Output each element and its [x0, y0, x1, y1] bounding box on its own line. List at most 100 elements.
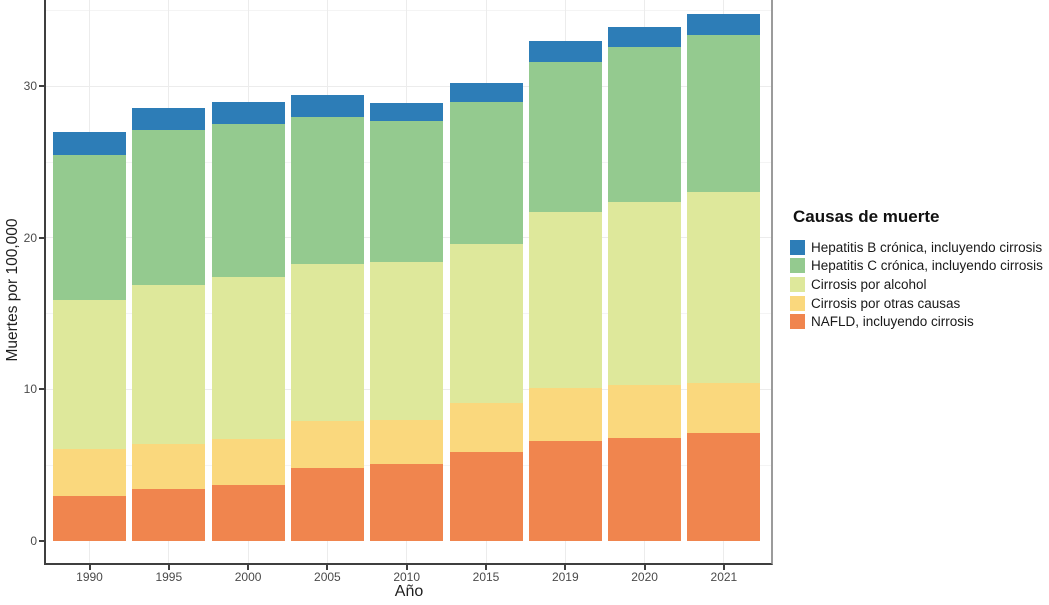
x-tick-label: 2020 — [631, 570, 658, 584]
x-tick-label: 2005 — [314, 570, 341, 584]
bar-segment-cirrosis-otras-causas — [449, 403, 523, 452]
bar-segment-hepatitis-c — [528, 62, 602, 213]
bar-segment-hepatitis-b — [370, 103, 444, 122]
bar-segment-nafld — [53, 495, 126, 541]
x-tick — [405, 565, 408, 570]
bar-segment-cirrosis-alcohol — [608, 201, 682, 385]
bar-segment-cirrosis-alcohol — [53, 300, 126, 449]
y-axis-title: Muertes por 100,000 — [4, 218, 21, 362]
legend-item-cirrosis-otras-causas: Cirrosis por otras causas — [790, 294, 1043, 313]
x-tick-label: 2010 — [393, 570, 421, 584]
bar-segment-hepatitis-c — [687, 34, 761, 193]
legend-item-label: NAFLD, incluyendo cirrosis — [811, 314, 974, 330]
stacked-bar-2019 — [528, 40, 602, 541]
bar-segment-cirrosis-otras-causas — [53, 448, 126, 496]
bar-segment-hepatitis-b — [687, 13, 761, 35]
bar-segment-cirrosis-alcohol — [132, 284, 206, 444]
y-tick-label: 30 — [23, 79, 37, 94]
x-tick — [88, 565, 91, 570]
x-tick — [564, 565, 567, 570]
x-tick-label: 2019 — [551, 570, 579, 584]
bar-segment-nafld — [687, 433, 761, 541]
plot-panel — [44, 0, 773, 565]
stacked-bar-1995 — [132, 107, 206, 541]
y-tick-label: 20 — [23, 230, 37, 245]
x-tick — [247, 565, 250, 570]
bar-segment-hepatitis-b — [290, 95, 364, 117]
x-tick — [643, 565, 646, 570]
legend-item-label: Cirrosis por otras causas — [811, 295, 961, 311]
legend-swatch-cirrosis-otras-causas — [790, 295, 805, 311]
x-tick-label: 1990 — [76, 570, 103, 584]
bar-segment-cirrosis-otras-causas — [687, 383, 761, 434]
y-tick-label: 0 — [30, 534, 37, 548]
legend-swatch-nafld — [790, 314, 805, 330]
bar-segment-hepatitis-b — [132, 107, 206, 131]
legend-item-hepatitis-c: Hepatitis C crónica, incluyendo cirrosis — [790, 257, 1043, 276]
x-tick-label: 1995 — [155, 570, 183, 584]
y-tick-label: 10 — [23, 382, 37, 397]
bar-segment-hepatitis-c — [211, 124, 285, 278]
y-tick — [39, 388, 44, 391]
legend-title: Causas de muerte — [793, 207, 940, 226]
y-tick — [39, 85, 44, 88]
bar-segment-hepatitis-c — [370, 121, 444, 263]
legend-item-label: Hepatitis C crónica, incluyendo cirrosis — [811, 258, 1043, 274]
bar-segment-cirrosis-otras-causas — [608, 384, 682, 438]
x-tick-label: 2015 — [472, 570, 500, 584]
legend-item-label: Cirrosis por alcohol — [811, 276, 927, 292]
stacked-bar-2021 — [687, 13, 761, 541]
bar-segment-hepatitis-c — [132, 130, 206, 285]
bar-segment-cirrosis-otras-causas — [211, 439, 285, 485]
bar-segment-cirrosis-alcohol — [290, 263, 364, 422]
bar-segment-nafld — [370, 463, 444, 541]
bar-segment-nafld — [290, 468, 364, 541]
x-tick — [167, 565, 170, 570]
x-tick — [326, 565, 329, 570]
bar-segment-nafld — [528, 440, 602, 541]
legend-swatch-cirrosis-alcohol — [790, 276, 805, 292]
bar-segment-cirrosis-otras-causas — [370, 419, 444, 464]
bar-segment-nafld — [608, 437, 682, 541]
gridline-major-h — [46, 85, 771, 87]
bar-segment-hepatitis-c — [608, 46, 682, 202]
gridline-minor-h — [46, 10, 771, 12]
bar-segment-hepatitis-c — [449, 101, 523, 244]
x-tick — [485, 565, 487, 570]
bar-segment-hepatitis-b — [528, 40, 602, 63]
stacked-bar-2010 — [370, 103, 444, 541]
bar-segment-hepatitis-b — [53, 131, 126, 155]
bar-segment-hepatitis-b — [608, 27, 682, 47]
x-axis-title: Año — [394, 583, 424, 600]
stacked-bar-2015 — [449, 83, 523, 541]
bar-segment-cirrosis-alcohol — [211, 277, 285, 440]
y-tick — [39, 540, 44, 542]
bar-segment-cirrosis-alcohol — [370, 262, 444, 420]
bar-segment-cirrosis-alcohol — [449, 243, 523, 404]
bar-segment-hepatitis-b — [211, 101, 285, 125]
bar-segment-cirrosis-otras-causas — [132, 444, 206, 490]
legend-swatch-hepatitis-b — [790, 239, 805, 255]
x-tick — [722, 565, 725, 570]
bar-segment-cirrosis-alcohol — [687, 192, 761, 384]
x-tick-label: 2021 — [710, 570, 738, 584]
legend: Causas de muerte Hepatitis B crónica, in… — [790, 207, 1043, 331]
bar-segment-nafld — [211, 484, 285, 541]
legend-item-hepatitis-b: Hepatitis B crónica, incluyendo cirrosis — [790, 238, 1043, 257]
legend-items: Hepatitis B crónica, incluyendo cirrosis… — [790, 238, 1043, 331]
bar-segment-cirrosis-otras-causas — [290, 421, 364, 469]
stacked-bar-2000 — [211, 101, 285, 541]
stacked-bar-2020 — [608, 27, 682, 541]
legend-item-cirrosis-alcohol: Cirrosis por alcohol — [790, 275, 1043, 294]
bar-segment-hepatitis-c — [290, 116, 364, 264]
bar-segment-cirrosis-alcohol — [528, 212, 602, 388]
bar-segment-hepatitis-c — [53, 154, 126, 301]
bar-segment-nafld — [132, 489, 206, 541]
bar-segment-nafld — [449, 451, 523, 541]
legend-swatch-hepatitis-c — [790, 258, 805, 274]
legend-item-label: Hepatitis B crónica, incluyendo cirrosis — [811, 239, 1043, 255]
y-tick — [39, 236, 44, 239]
stacked-bar-1990 — [53, 131, 126, 541]
bar-segment-hepatitis-b — [449, 83, 523, 102]
